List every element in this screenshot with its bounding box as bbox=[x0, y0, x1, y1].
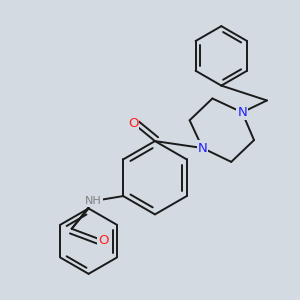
Text: O: O bbox=[98, 234, 109, 247]
Text: N: N bbox=[237, 106, 247, 119]
Text: N: N bbox=[198, 142, 207, 154]
Text: O: O bbox=[128, 117, 138, 130]
Text: NH: NH bbox=[85, 196, 102, 206]
